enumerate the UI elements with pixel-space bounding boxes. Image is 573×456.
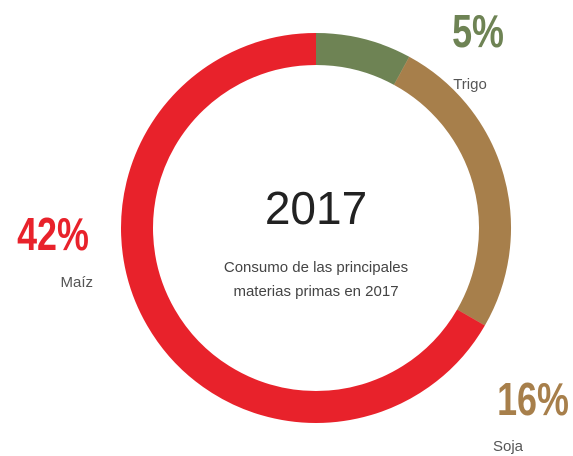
subtitle-line: materias primas en 2017 <box>233 283 398 300</box>
chart-title: 2017 <box>265 182 367 234</box>
subtitle-line: Consumo de las principales <box>224 259 408 276</box>
donut-segment <box>393 56 511 326</box>
donut-segment <box>121 33 485 423</box>
category-label: Soja <box>493 438 524 455</box>
value-label: 16% <box>497 374 569 425</box>
category-label: Trigo <box>453 76 487 93</box>
category-label: Maíz <box>60 274 93 291</box>
value-label: 5% <box>452 6 504 57</box>
donut-segment <box>315 33 410 86</box>
value-label: 42% <box>17 209 89 260</box>
